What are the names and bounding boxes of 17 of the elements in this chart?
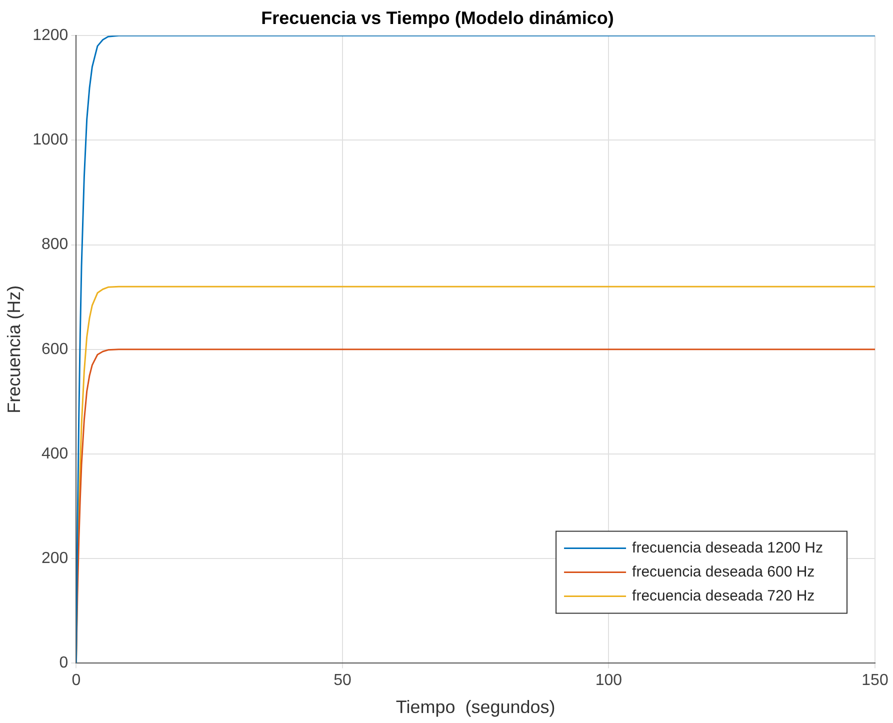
- y-tick-label: 200: [41, 550, 68, 568]
- x-tick-label: 100: [595, 672, 622, 690]
- legend-label: frecuencia deseada 600 Hz: [632, 563, 815, 580]
- x-tick-label: 0: [72, 672, 81, 690]
- y-tick-label: 800: [41, 236, 68, 254]
- x-axis-title: Tiempo (segundos): [396, 697, 556, 718]
- legend-label: frecuencia deseada 720 Hz: [632, 587, 815, 604]
- y-tick-label: 600: [41, 340, 68, 358]
- x-tick-label: 50: [334, 672, 352, 690]
- y-tick-label: 1000: [32, 132, 68, 149]
- chart-title: Frecuencia vs Tiempo (Modelo dinámico): [261, 8, 614, 28]
- y-tick-label: 400: [41, 445, 68, 462]
- y-tick-label: 0: [59, 654, 68, 672]
- x-tick-label: 150: [862, 672, 888, 690]
- y-tick-label: 1200: [32, 27, 68, 44]
- legend-label: frecuencia deseada 1200 Hz: [632, 539, 824, 556]
- y-axis-title: Frecuencia (Hz): [4, 285, 24, 414]
